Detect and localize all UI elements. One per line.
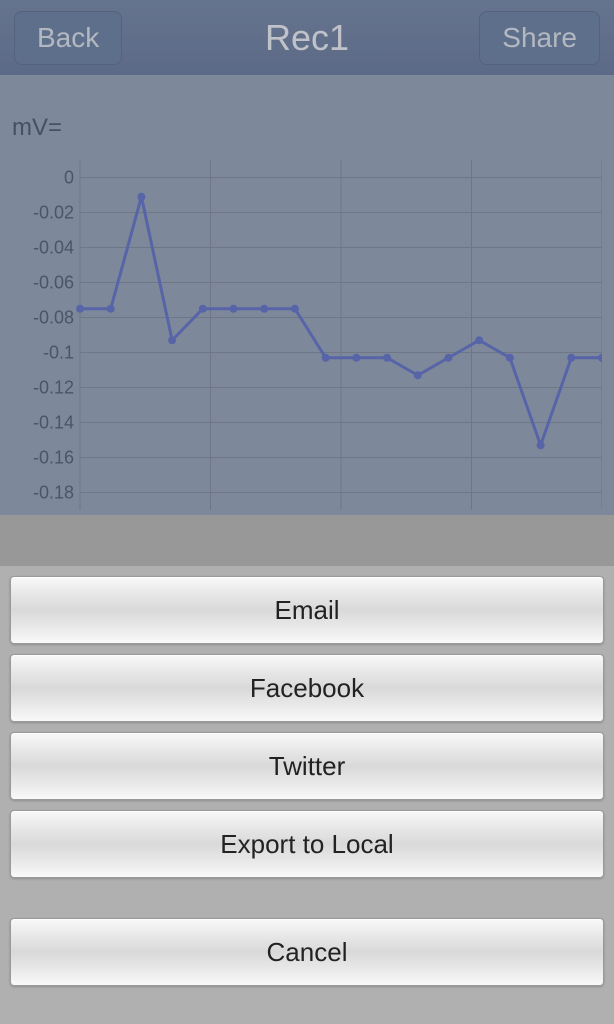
- share-option-facebook[interactable]: Facebook: [10, 654, 604, 722]
- share-option-export-local[interactable]: Export to Local: [10, 810, 604, 878]
- share-option-twitter[interactable]: Twitter: [10, 732, 604, 800]
- share-action-sheet: Email Facebook Twitter Export to Local C…: [0, 566, 614, 1024]
- share-option-email[interactable]: Email: [10, 576, 604, 644]
- cancel-button[interactable]: Cancel: [10, 918, 604, 986]
